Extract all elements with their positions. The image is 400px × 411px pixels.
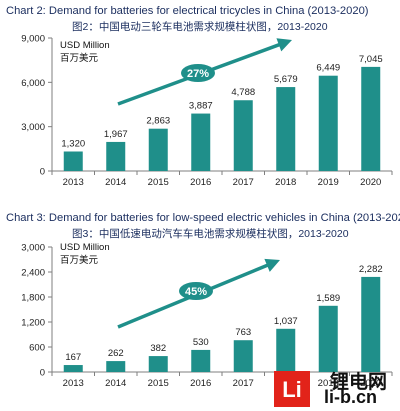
bar — [106, 361, 126, 372]
x-tick-label: 2015 — [148, 378, 169, 389]
chart-title-zh: 图2：中国电动三轮车电池需求规模柱状图，2013-2020 — [72, 21, 328, 33]
chart-panel-low-speed-ev: Chart 3: Demand for batteries for low-sp… — [0, 207, 400, 411]
chart-panel-tricycles: Chart 2: Demand for batteries for electr… — [0, 0, 400, 195]
watermark-url: li-b.cn — [324, 387, 377, 407]
y-tick-label: 600 — [29, 343, 45, 354]
watermark: Li 锂电网 li-b.cn — [270, 367, 400, 411]
bar — [361, 66, 381, 171]
chart-title-en: Chart 3: Demand for batteries for low-sp… — [6, 212, 400, 224]
x-tick-label: 2017 — [233, 378, 254, 389]
bar — [63, 151, 83, 171]
y-tick-label: 3,000 — [21, 243, 45, 254]
x-tick-label: 2014 — [105, 177, 126, 188]
bar — [276, 87, 296, 171]
x-tick-label: 2014 — [105, 378, 126, 389]
cagr-label: 45% — [185, 286, 207, 298]
bar-value-label: 1,967 — [104, 129, 128, 140]
bar-value-label: 763 — [235, 327, 251, 338]
bar-value-label: 1,589 — [316, 293, 340, 304]
unit-label-zh: 百万美元 — [60, 254, 99, 266]
bar-value-label: 7,045 — [359, 54, 383, 65]
x-tick-label: 2016 — [190, 378, 211, 389]
bar-value-label: 382 — [150, 343, 166, 354]
y-tick-label: 9,000 — [21, 34, 45, 45]
watermark-text: 锂电网 — [330, 371, 388, 393]
bar-value-label: 3,887 — [189, 101, 213, 112]
x-tick-label: 2013 — [63, 177, 84, 188]
cagr-label: 27% — [187, 68, 209, 80]
bar — [191, 349, 211, 372]
bar-value-label: 2,282 — [359, 264, 383, 275]
x-tick-label: 2020 — [360, 177, 381, 188]
bar — [148, 356, 168, 372]
x-tick-label: 2017 — [233, 177, 254, 188]
bar-value-label: 5,679 — [274, 74, 298, 85]
bar — [148, 128, 168, 171]
x-tick-label: 2019 — [318, 378, 339, 389]
bar-value-label: 1,320 — [61, 138, 85, 149]
bar — [191, 113, 211, 171]
trend-arrow-head — [276, 38, 292, 52]
x-tick-label: 2020 — [360, 378, 381, 389]
bar-value-label: 6,449 — [316, 63, 340, 74]
chart-title-zh: 图3：中国低速电动汽车车电池需求规模柱状图，2013-2020 — [72, 228, 349, 240]
unit-label-zh: 百万美元 — [60, 52, 99, 64]
cagr-badge — [181, 64, 215, 82]
bar — [63, 365, 83, 372]
bar-chart-low-speed-ev: 0 600 1,200 1,800 2,400 3,000 45% USD Million百万… — [21, 242, 393, 389]
bar — [106, 141, 126, 171]
svg-text:Li: Li — [282, 377, 302, 402]
x-tick-label: 2019 — [318, 177, 339, 188]
bar — [318, 75, 338, 171]
chart-title-en: Chart 2: Demand for batteries for electr… — [6, 5, 369, 17]
x-tick-label: 2013 — [63, 378, 84, 389]
bar-value-label: 262 — [108, 348, 124, 359]
watermark-logo-icon: Li — [274, 371, 310, 407]
bar-value-label: 530 — [193, 337, 209, 348]
bar — [276, 328, 296, 372]
x-tick-label: 2015 — [148, 177, 169, 188]
y-tick-label: 0 — [40, 167, 45, 178]
bar — [361, 276, 381, 372]
bar — [233, 340, 253, 372]
bar-value-label: 2,863 — [146, 116, 170, 127]
bar — [233, 100, 253, 171]
bar-value-label: 167 — [65, 352, 81, 363]
unit-label-en: USD Million — [60, 40, 110, 51]
bar-value-label: 4,788 — [231, 87, 255, 98]
x-tick-label: 2018 — [275, 177, 296, 188]
y-tick-label: 3,000 — [21, 122, 45, 133]
cagr-badge — [179, 282, 213, 300]
y-tick-label: 1,200 — [21, 318, 45, 329]
y-tick-label: 6,000 — [21, 78, 45, 89]
bar — [318, 305, 338, 372]
unit-label-en: USD Million — [60, 242, 110, 253]
y-tick-label: 0 — [40, 368, 45, 379]
y-tick-label: 1,800 — [21, 293, 45, 304]
x-tick-label: 2016 — [190, 177, 211, 188]
bar-value-label: 1,037 — [274, 316, 298, 327]
y-tick-label: 2,400 — [21, 268, 45, 279]
trend-arrow-head — [264, 258, 280, 272]
